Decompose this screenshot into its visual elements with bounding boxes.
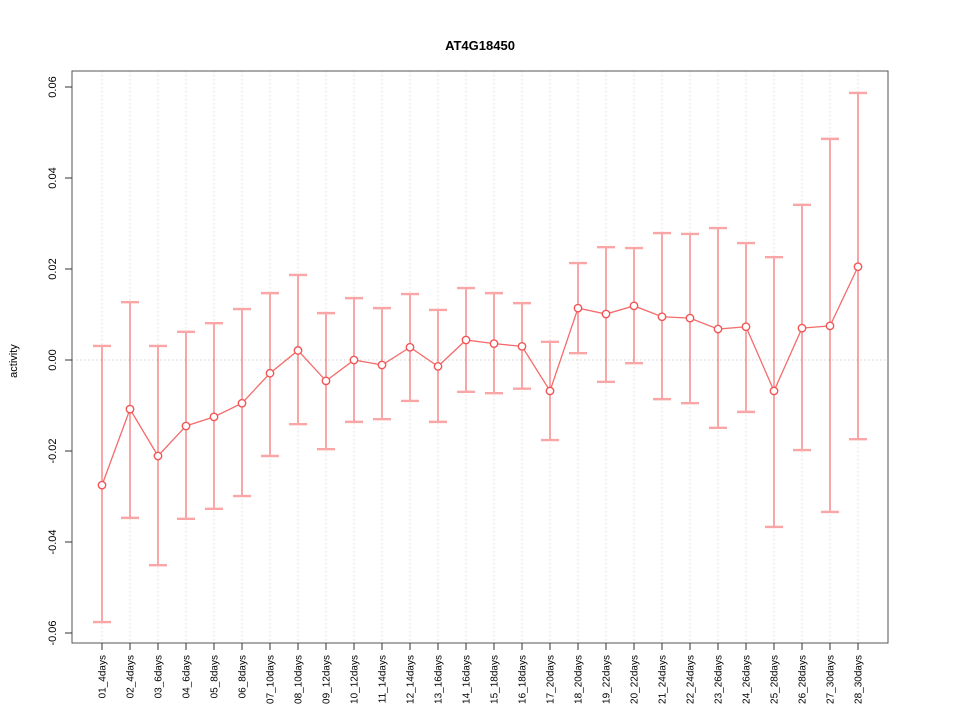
x-tick-label: 16_18days bbox=[518, 655, 529, 704]
x-tick-label: 06_8days bbox=[238, 655, 249, 698]
x-tick-label: 20_22days bbox=[630, 655, 641, 704]
x-tick-label: 01_4days bbox=[98, 655, 109, 698]
x-tick-label: 17_20days bbox=[546, 655, 557, 704]
x-tick-label: 23_26days bbox=[714, 655, 725, 704]
data-point bbox=[685, 313, 695, 323]
data-point bbox=[769, 386, 779, 396]
data-point bbox=[153, 451, 163, 461]
data-point bbox=[741, 322, 751, 332]
plot-frame bbox=[71, 70, 889, 644]
data-point bbox=[181, 421, 191, 431]
data-point bbox=[573, 303, 583, 313]
data-point bbox=[461, 335, 471, 345]
y-tick-label: -0.06 bbox=[47, 620, 59, 645]
x-tick-label: 09_12days bbox=[322, 655, 333, 704]
series-line bbox=[101, 266, 859, 486]
x-tick-label: 03_6days bbox=[154, 655, 165, 698]
data-point bbox=[125, 404, 135, 414]
data-point bbox=[433, 361, 443, 371]
x-tick-label: 24_26days bbox=[742, 655, 753, 704]
y-tick-label: -0.04 bbox=[47, 529, 59, 554]
x-tick-label: 02_4days bbox=[126, 655, 137, 698]
data-point bbox=[713, 324, 723, 334]
data-point bbox=[517, 341, 527, 351]
x-tick-label: 21_24days bbox=[658, 655, 669, 704]
data-point bbox=[489, 339, 499, 349]
x-tick-label: 04_6days bbox=[182, 655, 193, 698]
data-point bbox=[797, 323, 807, 333]
x-tick-label: 27_30days bbox=[826, 655, 837, 704]
x-tick-label: 26_28days bbox=[798, 655, 809, 704]
data-point bbox=[209, 412, 219, 422]
x-tick-label: 07_10days bbox=[266, 655, 277, 704]
data-point bbox=[349, 355, 359, 365]
y-tick-label: 0.04 bbox=[47, 167, 59, 188]
x-tick-label: 05_8days bbox=[210, 655, 221, 698]
x-tick-label: 19_22days bbox=[602, 655, 613, 704]
x-tick-label: 15_18days bbox=[490, 655, 501, 704]
data-point bbox=[629, 301, 639, 311]
data-point bbox=[97, 480, 107, 490]
data-point bbox=[825, 321, 835, 331]
chart-title: AT4G18450 bbox=[445, 38, 515, 53]
data-point bbox=[853, 262, 863, 272]
x-tick-label: 10_12days bbox=[350, 655, 361, 704]
x-tick-label: 14_16days bbox=[462, 655, 473, 704]
x-tick-label: 18_20days bbox=[574, 655, 585, 704]
y-tick-label: 0.06 bbox=[47, 76, 59, 97]
data-point bbox=[657, 312, 667, 322]
data-point bbox=[237, 398, 247, 408]
data-point bbox=[601, 309, 611, 319]
x-tick-label: 28_30days bbox=[854, 655, 865, 704]
y-axis-title-text: activity bbox=[8, 344, 20, 378]
x-tick-label: 11_14days bbox=[378, 655, 389, 703]
y-tick-label: 0.00 bbox=[47, 349, 59, 370]
x-tick-label: 08_10days bbox=[294, 655, 305, 704]
data-point bbox=[405, 342, 415, 352]
y-tick-label: 0.02 bbox=[47, 258, 59, 279]
data-point bbox=[321, 376, 331, 386]
y-tick-label: -0.02 bbox=[47, 438, 59, 463]
x-tick-label: 25_28days bbox=[770, 655, 781, 704]
data-point bbox=[293, 346, 303, 355]
x-tick-label: 13_16days bbox=[434, 655, 445, 704]
x-tick-label: 12_14days bbox=[406, 655, 417, 704]
data-point bbox=[377, 360, 387, 370]
x-tick-label: 22_24days bbox=[686, 655, 697, 704]
data-point bbox=[545, 386, 555, 396]
data-point bbox=[265, 368, 275, 378]
